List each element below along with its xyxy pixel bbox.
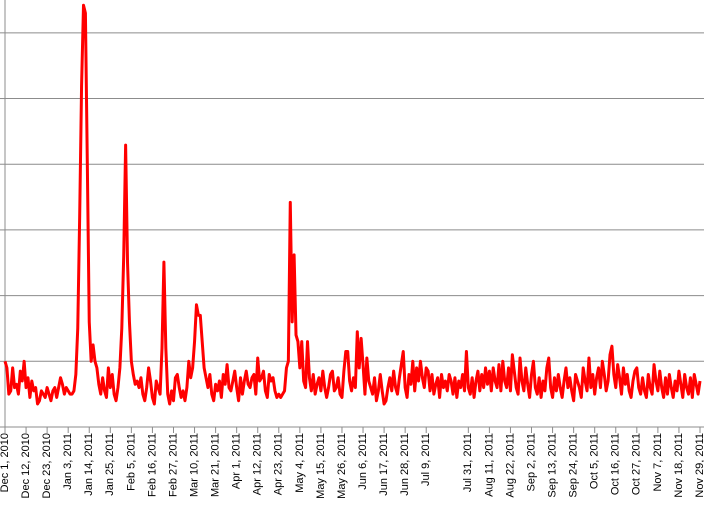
x-tick-label: Oct 16, 2011 xyxy=(610,433,622,495)
x-tick-label: Oct 5, 2011 xyxy=(589,433,601,489)
x-tick-label: Dec 1, 2010 xyxy=(0,433,11,492)
x-tick-label: Jan 3, 2011 xyxy=(62,433,74,490)
x-tick-label: Nov 7, 2011 xyxy=(652,433,664,492)
x-tick-label: Feb 16, 2011 xyxy=(146,433,158,497)
x-tick-label: Sep 2, 2011 xyxy=(525,433,537,492)
x-tick-label: Mar 21, 2011 xyxy=(210,433,222,497)
x-tick-label: Apr 1, 2011 xyxy=(231,433,243,489)
x-tick-label: Oct 27, 2011 xyxy=(631,433,643,495)
x-tick-label: Feb 27, 2011 xyxy=(167,433,179,497)
x-tick-label: Apr 12, 2011 xyxy=(252,433,264,495)
x-tick-label: Apr 23, 2011 xyxy=(273,433,285,495)
x-tick-label: Mar 10, 2011 xyxy=(188,433,200,497)
data-line xyxy=(3,3,702,406)
x-tick-label: Sep 13, 2011 xyxy=(546,433,558,498)
x-tick-label: Dec 12, 2010 xyxy=(20,433,32,498)
x-tick-label: Jul 31, 2011 xyxy=(462,433,474,492)
x-tick-label: Feb 5, 2011 xyxy=(125,433,137,491)
x-tick-label: May 4, 2011 xyxy=(294,433,306,493)
x-tick-label: Aug 22, 2011 xyxy=(504,433,516,498)
x-tick-label: Dec 23, 2010 xyxy=(41,433,53,498)
x-tick-label: May 15, 2011 xyxy=(315,433,327,499)
x-tick-label: Sep 24, 2011 xyxy=(568,433,580,498)
x-tick-label: May 26, 2011 xyxy=(336,433,348,499)
x-tick-label: Jun 17, 2011 xyxy=(378,433,390,496)
x-tick-label: Aug 11, 2011 xyxy=(483,433,495,497)
x-tick-label: Jul 9, 2011 xyxy=(420,433,432,486)
x-tick-label: Jun 6, 2011 xyxy=(357,433,369,490)
x-tick-label: Nov 18, 2011 xyxy=(673,433,685,498)
x-tick-label: Nov 29, 2011 xyxy=(694,433,704,498)
x-tick-label: Jan 14, 2011 xyxy=(83,433,95,496)
x-tick-label: Jun 28, 2011 xyxy=(399,433,411,496)
x-tick-label: Jan 25, 2011 xyxy=(104,433,116,496)
